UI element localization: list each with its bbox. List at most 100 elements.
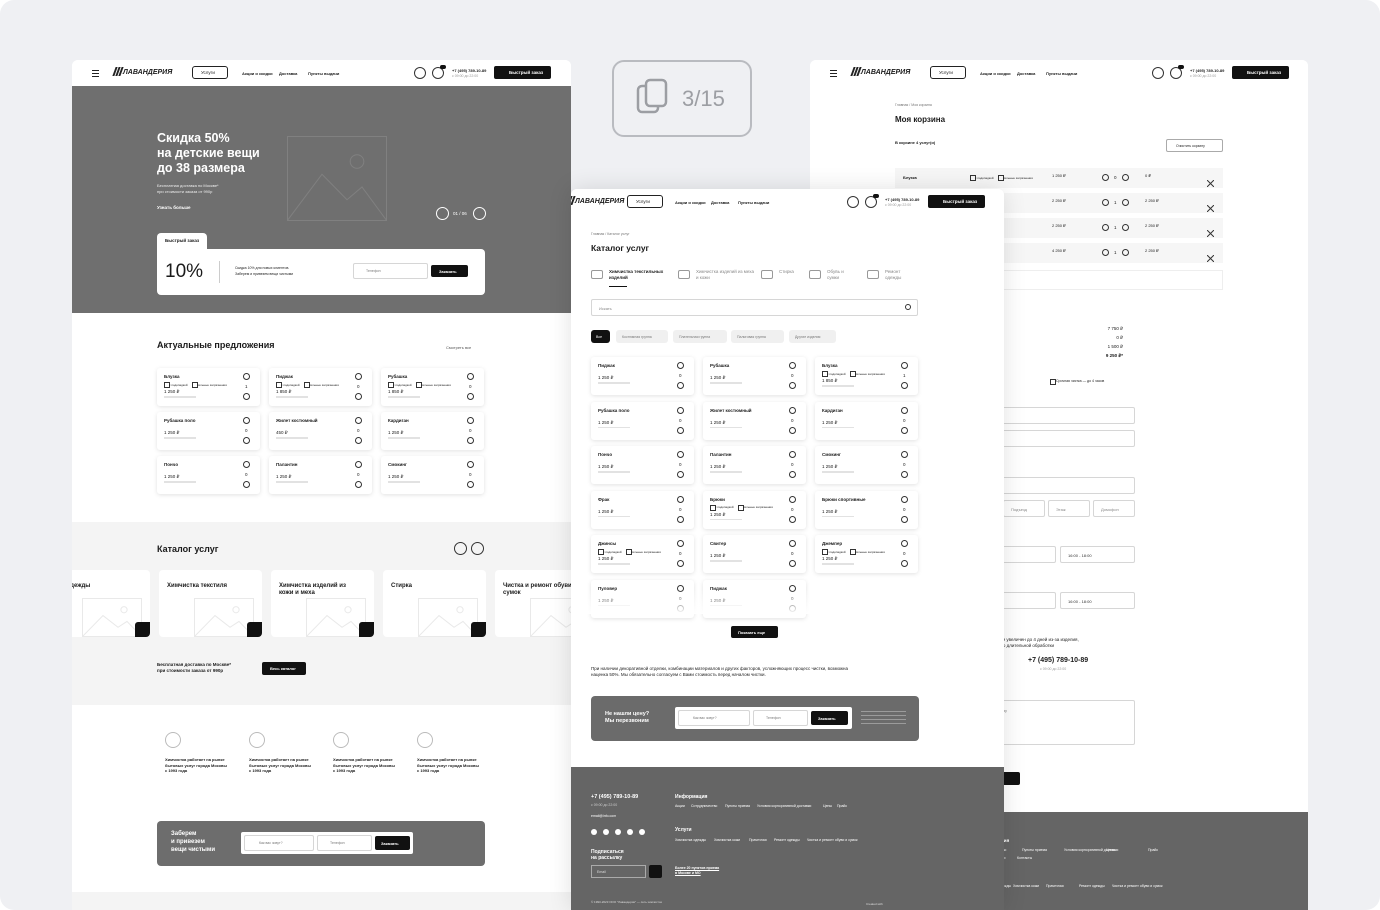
minus-button[interactable] xyxy=(677,560,684,567)
minus-button[interactable] xyxy=(355,393,362,400)
filter-chip[interactable]: Пальтовая группа xyxy=(731,330,784,343)
nav-link[interactable]: Акции и скидки xyxy=(675,200,706,205)
category-tab[interactable]: Стирка xyxy=(779,269,794,274)
address-field[interactable]: Подъезд xyxy=(1003,500,1045,517)
minus-button[interactable] xyxy=(901,560,908,567)
minus-button[interactable] xyxy=(789,426,796,434)
cart-icon[interactable] xyxy=(432,67,444,79)
nav-link[interactable]: Доставка xyxy=(711,200,730,205)
filter-chip[interactable]: Костюмная группа xyxy=(616,330,668,343)
checkbox[interactable] xyxy=(1050,379,1056,385)
checkbox[interactable] xyxy=(388,382,394,388)
social-icon[interactable] xyxy=(615,829,621,835)
phone-input[interactable]: Телефон xyxy=(353,263,428,279)
arrow-button[interactable] xyxy=(359,622,374,637)
service-card[interactable]: Стирка xyxy=(383,570,486,637)
menu-icon[interactable] xyxy=(830,73,837,74)
minus-button[interactable] xyxy=(1122,174,1129,181)
address-field[interactable]: Домофон xyxy=(1093,500,1135,517)
checkbox[interactable] xyxy=(710,504,716,511)
plus-button[interactable] xyxy=(677,495,684,503)
minus-button[interactable] xyxy=(901,471,908,478)
search-input[interactable]: Искать xyxy=(591,299,918,316)
minus-button[interactable] xyxy=(677,426,684,434)
menu-icon[interactable] xyxy=(92,73,99,74)
quick-order-button[interactable]: Быстрый заказ xyxy=(1232,66,1289,79)
menu-icon[interactable] xyxy=(92,76,99,77)
plus-button[interactable] xyxy=(243,461,250,468)
minus-button[interactable] xyxy=(467,481,474,488)
time-select[interactable]: 16:00 - 18:00 xyxy=(1060,592,1135,609)
minus-button[interactable] xyxy=(467,393,474,400)
checkbox[interactable] xyxy=(416,382,422,388)
plus-button[interactable] xyxy=(901,495,908,503)
plus-button[interactable] xyxy=(1102,174,1109,181)
remove-button[interactable] xyxy=(1206,199,1215,213)
plus-button[interactable] xyxy=(1102,249,1109,256)
plus-button[interactable] xyxy=(789,406,796,414)
quick-order-button[interactable]: Быстрый заказ xyxy=(928,195,985,208)
remove-button[interactable] xyxy=(1206,224,1215,238)
cart-icon[interactable] xyxy=(1170,67,1182,79)
search-icon[interactable] xyxy=(905,304,911,310)
minus-button[interactable] xyxy=(789,515,796,523)
catalog-button[interactable]: Весь каталог xyxy=(262,662,306,675)
logo[interactable]: ЛАВАНДЕРИЯ xyxy=(112,65,174,81)
address-field[interactable]: Этаж xyxy=(1048,500,1090,517)
plus-button[interactable] xyxy=(467,461,474,468)
clear-button[interactable]: Очистить корзину xyxy=(1166,139,1223,152)
arrow-button[interactable] xyxy=(135,622,150,637)
plus-button[interactable] xyxy=(789,495,796,503)
checkbox[interactable] xyxy=(626,549,632,555)
show-more-button[interactable]: Показать еще xyxy=(731,626,778,638)
category-tab[interactable]: Химчистка изделий из меха и кожи xyxy=(696,269,754,280)
minus-button[interactable] xyxy=(677,382,684,389)
plus-button[interactable] xyxy=(467,417,474,424)
minus-button[interactable] xyxy=(243,437,250,444)
checkbox[interactable] xyxy=(304,382,310,388)
plus-button[interactable] xyxy=(789,540,796,547)
plus-button[interactable] xyxy=(677,362,684,369)
next-button[interactable] xyxy=(471,542,484,555)
nav-link[interactable]: Доставка xyxy=(279,71,298,76)
plus-button[interactable] xyxy=(243,417,250,424)
filter-chip[interactable]: Другие изделия xyxy=(789,330,836,343)
quick-order-button[interactable]: Быстрый заказ xyxy=(494,66,551,79)
filter-chip[interactable]: Все xyxy=(591,330,610,343)
logo[interactable]: ЛАВАНДЕРИЯ xyxy=(571,194,626,210)
services-button[interactable]: Услуги xyxy=(627,195,663,208)
minus-button[interactable] xyxy=(467,437,474,444)
prev-button[interactable] xyxy=(454,542,467,555)
logo[interactable]: ЛАВАНДЕРИЯ xyxy=(850,65,912,81)
prev-button[interactable] xyxy=(436,207,449,220)
time-select[interactable]: 16:00 - 18:00 xyxy=(1060,546,1135,563)
checkbox[interactable] xyxy=(598,549,604,555)
plus-button[interactable] xyxy=(1102,224,1109,231)
plus-button[interactable] xyxy=(355,417,362,424)
email-input[interactable]: Email xyxy=(591,865,646,878)
checkbox[interactable] xyxy=(850,549,856,555)
menu-icon[interactable] xyxy=(830,76,837,77)
name-input[interactable]: Как вас зовут? xyxy=(678,710,750,726)
minus-button[interactable] xyxy=(901,515,908,523)
minus-button[interactable] xyxy=(355,437,362,444)
checkbox[interactable] xyxy=(738,504,744,511)
plus-button[interactable] xyxy=(901,362,908,369)
services-button[interactable]: Услуги xyxy=(192,66,228,79)
filter-chip[interactable]: Плательная группа xyxy=(673,330,727,343)
nav-link[interactable]: Пункты выдачи xyxy=(738,200,770,205)
plus-button[interactable] xyxy=(1102,199,1109,206)
checkbox[interactable] xyxy=(164,382,170,388)
plus-button[interactable] xyxy=(901,406,908,414)
see-all-link[interactable]: Смотреть все xyxy=(446,345,472,350)
plus-button[interactable] xyxy=(677,451,684,458)
category-tab[interactable]: Химчистка текстильных изделий xyxy=(609,269,664,280)
minus-button[interactable] xyxy=(789,560,796,567)
order-button[interactable]: Заказать xyxy=(811,711,848,725)
plus-button[interactable] xyxy=(789,362,796,369)
plus-button[interactable] xyxy=(901,451,908,458)
checkbox[interactable] xyxy=(822,549,828,555)
minus-button[interactable] xyxy=(243,481,250,488)
checkbox[interactable] xyxy=(192,382,198,388)
plus-button[interactable] xyxy=(355,461,362,468)
